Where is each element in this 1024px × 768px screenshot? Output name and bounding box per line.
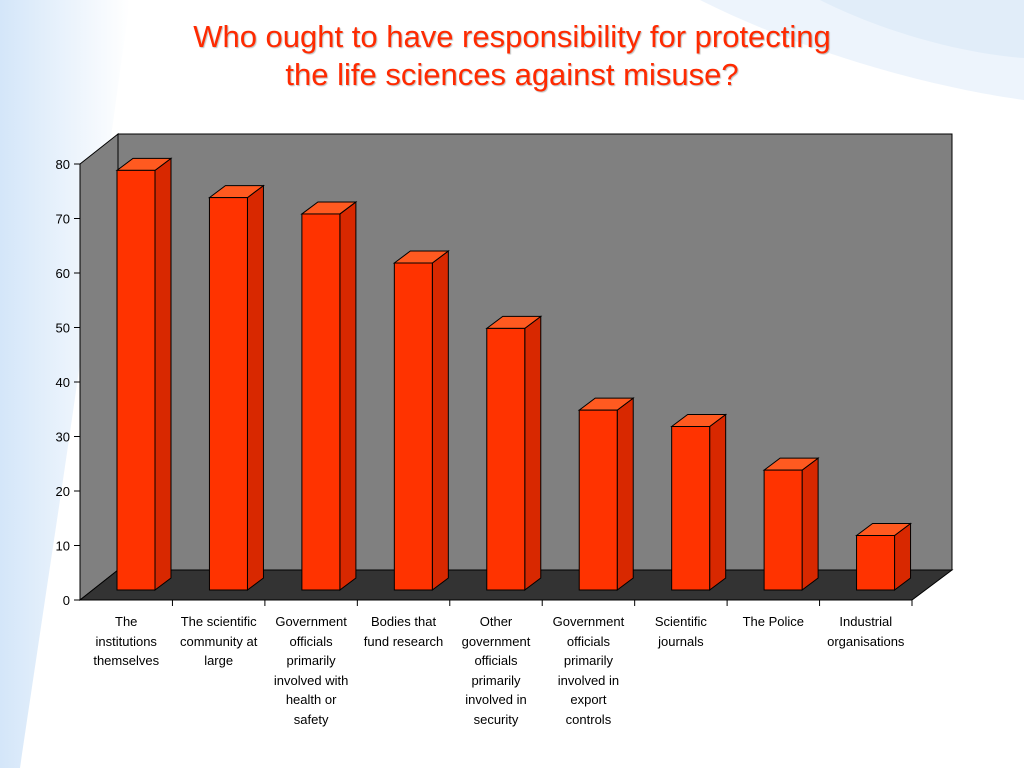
x-category-label-line: Other [479, 614, 513, 629]
bar [116, 169, 156, 591]
x-category-label-line: journals [658, 633, 704, 649]
x-category-label-line: fund research [363, 633, 444, 649]
x-category-label-line: The scientific [180, 614, 257, 629]
x-category-label: The Police [727, 612, 819, 632]
x-category-label-line: officials [566, 633, 610, 649]
x-category-label-line: large [204, 653, 234, 668]
x-category-label: The scientific community at large [173, 612, 265, 671]
y-tick-label: 60 [56, 266, 70, 281]
bar-side [616, 397, 634, 591]
y-tick-label: 10 [56, 539, 70, 554]
y-tick-label: 40 [56, 375, 70, 390]
x-category-label-line: Government [552, 614, 625, 629]
x-category-label-line: officials [289, 633, 333, 649]
x-category-label-line: Government [275, 614, 347, 629]
chart-title-line-2: the life sciences against misuse? [285, 57, 739, 92]
x-category-label-line: community at [180, 633, 258, 649]
x-category-label-line: The Police [742, 614, 805, 629]
x-category-label-line: organisations [827, 633, 905, 649]
y-tick-label: 80 [56, 157, 70, 172]
bar [578, 409, 618, 591]
bar [671, 426, 711, 591]
side-wall [79, 132, 119, 602]
x-category-label-line: officials [474, 653, 518, 668]
x-category-label-line: government [461, 633, 531, 649]
x-category-label-line: security [473, 711, 519, 727]
bar-side [801, 457, 819, 591]
bar [301, 213, 341, 591]
y-tick-label: 50 [56, 321, 70, 336]
bar [763, 469, 803, 591]
x-category-label-line: primarily [471, 672, 521, 688]
x-category-label-line: Scientific [654, 614, 707, 629]
x-category-label-line: Bodies that [371, 614, 437, 629]
bar-side [709, 413, 727, 591]
x-category-label-line: primarily [563, 653, 613, 668]
bar [208, 197, 248, 591]
x-category-label-line: export [570, 692, 607, 707]
chart-title: Who ought to have responsibility for pro… [0, 18, 1024, 94]
x-category-label: The institutions themselves [80, 612, 172, 671]
x-category-label: Scientific journals [635, 612, 727, 651]
x-category-label-line: controls [565, 711, 612, 727]
x-category-label-line: themselves [93, 653, 160, 668]
x-category-label: Government officials primarily involved in e… [542, 612, 634, 729]
x-category-label-line: involved with [273, 672, 349, 688]
x-category-label-line: involved in [465, 692, 527, 707]
x-category-label: Other government officials primarily involve… [450, 612, 542, 729]
bar-side [246, 184, 264, 591]
bar [393, 262, 433, 591]
x-category-label-line: The [115, 614, 138, 629]
x-category-label-line: primarily [286, 653, 336, 668]
x-category-label: Bodies that fund research [358, 612, 450, 651]
x-category-label-line: health or [285, 692, 337, 707]
bar [486, 327, 526, 591]
bar-side [339, 200, 357, 591]
bar-side [431, 250, 449, 591]
x-category-label-line: Industrial [839, 614, 893, 629]
chart-title-line-1: Who ought to have responsibility for pro… [193, 19, 831, 54]
y-tick-label: 20 [56, 484, 70, 499]
x-category-label: Industrial organisations [820, 612, 912, 651]
y-tick-label: 70 [56, 212, 70, 227]
x-category-label-line: institutions [95, 633, 157, 649]
bar [856, 535, 896, 591]
y-tick-label: 0 [63, 593, 70, 608]
x-category-label-line: safety [293, 711, 329, 727]
bar-side [154, 157, 172, 591]
bar-side [524, 315, 542, 591]
x-category-label: Government officials primarily involved wit… [265, 612, 357, 729]
x-category-label-line: involved in [557, 672, 620, 688]
y-tick-label: 30 [56, 430, 70, 445]
